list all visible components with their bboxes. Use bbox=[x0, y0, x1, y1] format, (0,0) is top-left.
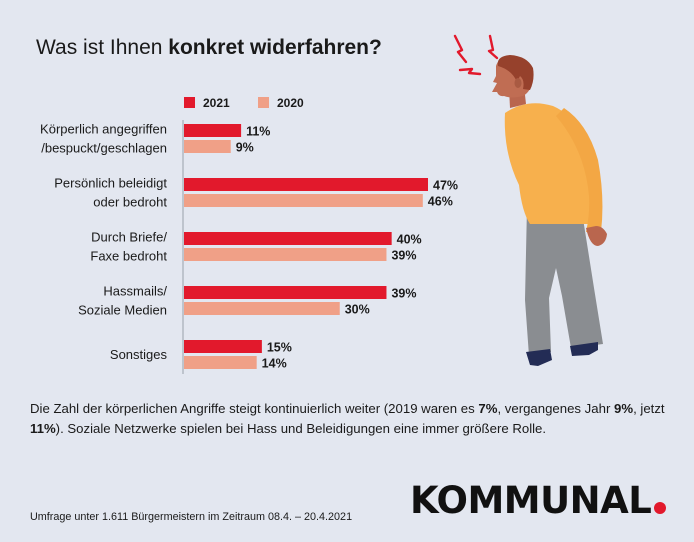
category-label: Durch Briefe/ bbox=[91, 230, 167, 245]
chart-title: Was ist Ihnen konkret widerfahren? bbox=[36, 36, 382, 60]
legend-label: 2020 bbox=[277, 96, 304, 110]
bar-2020 bbox=[184, 140, 231, 153]
logo-text: KOMMUNAL bbox=[410, 479, 652, 522]
value-label: 14% bbox=[262, 357, 287, 371]
value-label: 46% bbox=[428, 195, 453, 209]
category-label: /bespuckt/geschlagen bbox=[41, 141, 167, 156]
description-part: , vergangenes Jahr bbox=[497, 401, 615, 416]
value-label: 9% bbox=[236, 141, 254, 155]
category-label: Hassmails/ bbox=[103, 284, 167, 299]
description-highlight: 11% bbox=[30, 421, 56, 436]
category-label: Körperlich angegriffen bbox=[40, 122, 167, 137]
bar-2020 bbox=[184, 248, 387, 261]
bar-chart: 2021 2020 Körperlich angegriffen/bespuckt… bbox=[40, 96, 458, 374]
bar-2020 bbox=[184, 302, 340, 315]
value-label: 39% bbox=[391, 287, 416, 301]
left-shoe bbox=[526, 349, 552, 366]
hand bbox=[586, 226, 607, 246]
category-label: Faxe bedroht bbox=[90, 249, 167, 264]
legend-label: 2021 bbox=[203, 96, 230, 110]
description-part: , jetzt bbox=[633, 401, 665, 416]
legend-swatch bbox=[258, 97, 269, 108]
value-label: 47% bbox=[433, 179, 458, 193]
right-shoe bbox=[570, 342, 598, 356]
bar-2021 bbox=[184, 286, 387, 299]
category-label: Sonstiges bbox=[110, 347, 168, 362]
description-highlight: 7% bbox=[478, 401, 498, 416]
category-label: oder bedroht bbox=[93, 195, 167, 210]
bar-2021 bbox=[184, 124, 242, 137]
ear bbox=[514, 78, 522, 88]
bar-2020 bbox=[184, 194, 423, 207]
value-label: 40% bbox=[397, 233, 422, 247]
value-label: 39% bbox=[391, 249, 416, 263]
sweater-arm bbox=[556, 108, 603, 232]
chart-bars bbox=[184, 124, 428, 369]
bar-2021 bbox=[184, 232, 392, 245]
description-part: ). Soziale Netzwerke spielen bei Hass un… bbox=[55, 421, 547, 436]
anger-symbol-icon bbox=[453, 34, 499, 76]
legend-swatch bbox=[184, 97, 195, 108]
hair bbox=[497, 55, 534, 90]
bar-2021 bbox=[184, 178, 428, 191]
chart-legend: 2021 2020 bbox=[184, 96, 304, 110]
trousers bbox=[525, 206, 603, 356]
value-label: 11% bbox=[246, 125, 270, 139]
description-highlight: 9% bbox=[614, 401, 634, 416]
category-label: Soziale Medien bbox=[78, 303, 167, 318]
title-prefix: Was ist Ihnen bbox=[36, 36, 169, 59]
description-part: Die Zahl der körperlichen Angriffe steig… bbox=[30, 401, 479, 416]
title-bold: konkret widerfahren? bbox=[168, 36, 382, 59]
value-label: 15% bbox=[267, 341, 292, 355]
category-label: Persönlich beleidigt bbox=[54, 176, 167, 191]
bar-2021 bbox=[184, 340, 262, 353]
logo-dot-icon bbox=[654, 502, 667, 514]
footnote: Umfrage unter 1.611 Bürgermeistern im Ze… bbox=[30, 511, 353, 523]
kommunal-logo: KOMMUNAL bbox=[410, 479, 667, 522]
value-label: 30% bbox=[345, 303, 370, 317]
category-labels: Körperlich angegriffen/bespuckt/geschlag… bbox=[40, 122, 167, 363]
value-labels: 11% 9% 47% 46% 40% 39% 39% 30% 15% 14% bbox=[236, 125, 458, 371]
angry-man-illustration bbox=[453, 34, 607, 366]
description-text: Die Zahl der körperlichen Angriffe steig… bbox=[30, 399, 670, 439]
bar-2020 bbox=[184, 356, 257, 369]
